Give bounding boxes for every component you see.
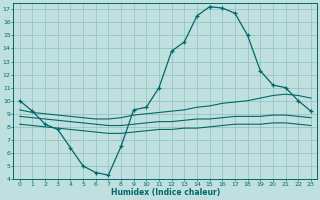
X-axis label: Humidex (Indice chaleur): Humidex (Indice chaleur) xyxy=(111,188,220,197)
